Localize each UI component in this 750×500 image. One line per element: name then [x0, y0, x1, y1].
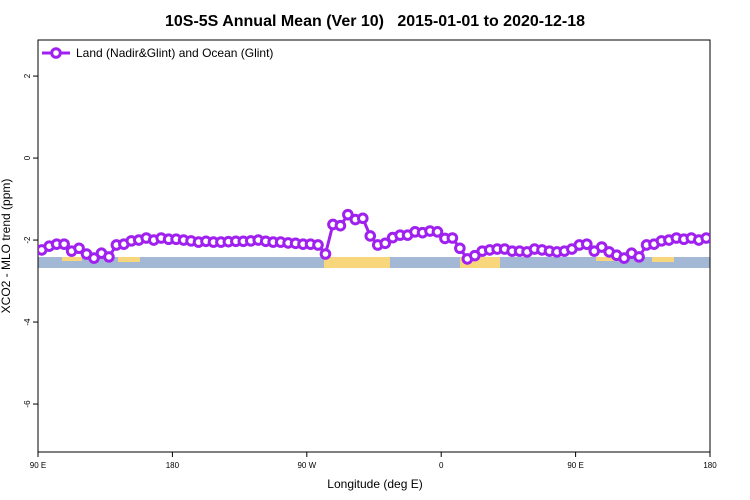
data-point — [334, 219, 347, 232]
x-tick-label: 180 — [166, 461, 180, 470]
y-tick-label: 0 — [23, 155, 32, 160]
x-tick-label: 0 — [439, 461, 444, 470]
chart-title: 10S-5S Annual Mean (Ver 10) 2015-01-01 t… — [165, 13, 585, 30]
data-point — [595, 241, 608, 253]
x-tick-label: 90 E — [30, 461, 46, 470]
data-point — [103, 251, 115, 263]
data-point — [618, 252, 630, 264]
data-point — [700, 232, 710, 244]
island-strip — [652, 257, 674, 262]
data-point — [312, 239, 324, 251]
data-point — [454, 242, 466, 255]
y-axis-label: XCO2 - MLO trend (ppm) — [0, 179, 13, 314]
x-tick-label: 180 — [703, 461, 717, 470]
y-tick-label: -6 — [23, 400, 32, 408]
data-point — [431, 226, 444, 238]
data-point — [88, 252, 100, 264]
x-axis-label: Longitude (deg E) — [327, 477, 422, 491]
land-ocean-strip — [38, 257, 710, 268]
y-tick-label: 2 — [23, 73, 32, 78]
data-point — [342, 208, 354, 221]
island-strip — [62, 257, 82, 261]
x-tick-label: 90 E — [567, 461, 583, 470]
y-tick-label: -2 — [23, 236, 32, 244]
series — [38, 208, 710, 265]
data-point — [364, 230, 377, 242]
land-strip — [460, 257, 500, 268]
land-strip — [324, 257, 390, 268]
data-point — [357, 212, 369, 225]
data-point — [73, 242, 85, 255]
island-strip — [118, 257, 140, 262]
data-point — [581, 238, 593, 250]
data-point — [58, 238, 70, 250]
data-point — [633, 251, 645, 263]
data-point — [319, 248, 332, 260]
data-point — [446, 232, 459, 244]
legend-label: Land (Nadir&Glint) and Ocean (Glint) — [76, 46, 273, 60]
island-strip — [596, 257, 616, 261]
legend-marker — [50, 47, 62, 59]
y-tick-label: -4 — [23, 318, 32, 326]
x-tick-label: 90 W — [297, 461, 316, 470]
data-point — [379, 237, 392, 250]
